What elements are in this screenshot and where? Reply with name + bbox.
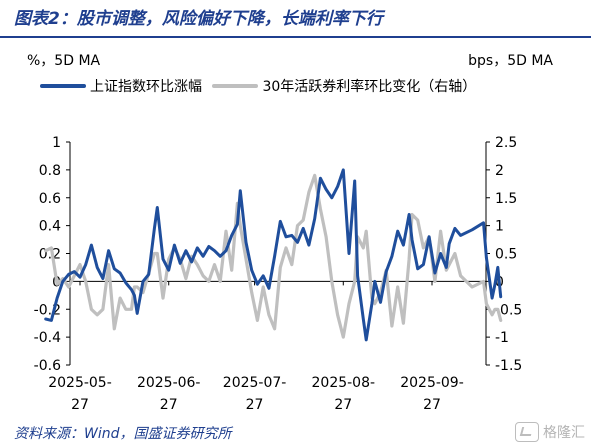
x-tick-label: 2025-06-: [137, 375, 201, 391]
right-y-tick-label: 0.5: [495, 247, 517, 263]
legend-item-index: 上证指数环比涨幅: [40, 76, 202, 96]
legend-swatch-index: [40, 84, 86, 88]
x-tick-label: 2025-07-: [223, 375, 287, 391]
x-tick-label-day: 27: [160, 397, 178, 413]
x-tick-label-day: 27: [334, 397, 352, 413]
left-y-tick-label: 0.6: [39, 191, 61, 207]
chart-title: 图表2：股市调整，风险偏好下降，长端利率下行: [14, 9, 383, 29]
left-y-tick-label: 0.4: [39, 219, 61, 235]
source-note: 资料来源：Wind，国盛证券研究所: [14, 426, 232, 442]
left-y-tick-label: -0.6: [34, 358, 61, 374]
title-divider: [0, 36, 591, 38]
right-y-tick-label: 2.5: [495, 135, 517, 151]
right-y-tick-label: -1: [495, 330, 509, 346]
right-y-tick-label: -1.5: [495, 358, 522, 374]
watermark: 格隆汇: [515, 422, 585, 442]
legend-item-yield: 30年活跃券利率环比变化（右轴）: [212, 76, 476, 96]
left-y-tick-label: 1: [52, 135, 61, 151]
legend-label-yield: 30年活跃券利率环比变化（右轴）: [262, 79, 477, 95]
left-axis-unit: %，5D MA: [27, 53, 101, 69]
left-y-tick-label: -0.4: [34, 330, 61, 346]
right-y-tick-label: 2: [495, 163, 504, 179]
watermark-logo-icon: [515, 422, 539, 442]
x-tick-label: 2025-08-: [312, 375, 376, 391]
right-y-tick-label: 1: [495, 219, 504, 235]
watermark-text: 格隆汇: [543, 425, 585, 441]
right-y-tick-label: -0.5: [495, 302, 522, 318]
legend-swatch-yield: [212, 84, 259, 88]
left-y-tick-label: 0.8: [39, 163, 61, 179]
x-tick-label: 2025-09-: [400, 375, 464, 391]
right-axis-unit: bps，5D MA: [468, 53, 553, 69]
legend-label-index: 上证指数环比涨幅: [90, 79, 202, 95]
series-line-index: [44, 168, 503, 342]
x-tick-label-day: 27: [71, 397, 89, 413]
right-y-tick-label: 1.5: [495, 191, 517, 207]
x-tick-label-day: 27: [246, 397, 264, 413]
series-line-yield: [44, 173, 503, 339]
x-tick-label: 2025-05-: [48, 375, 112, 391]
chart-legend: 上证指数环比涨幅 30年活跃券利率环比变化（右轴）: [40, 76, 482, 96]
x-tick-label-day: 27: [423, 397, 441, 413]
